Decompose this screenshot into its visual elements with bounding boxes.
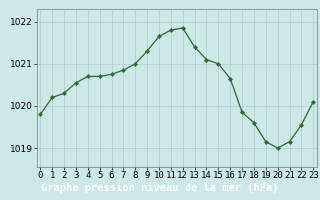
Text: Graphe pression niveau de la mer (hPa): Graphe pression niveau de la mer (hPa) — [41, 183, 279, 193]
